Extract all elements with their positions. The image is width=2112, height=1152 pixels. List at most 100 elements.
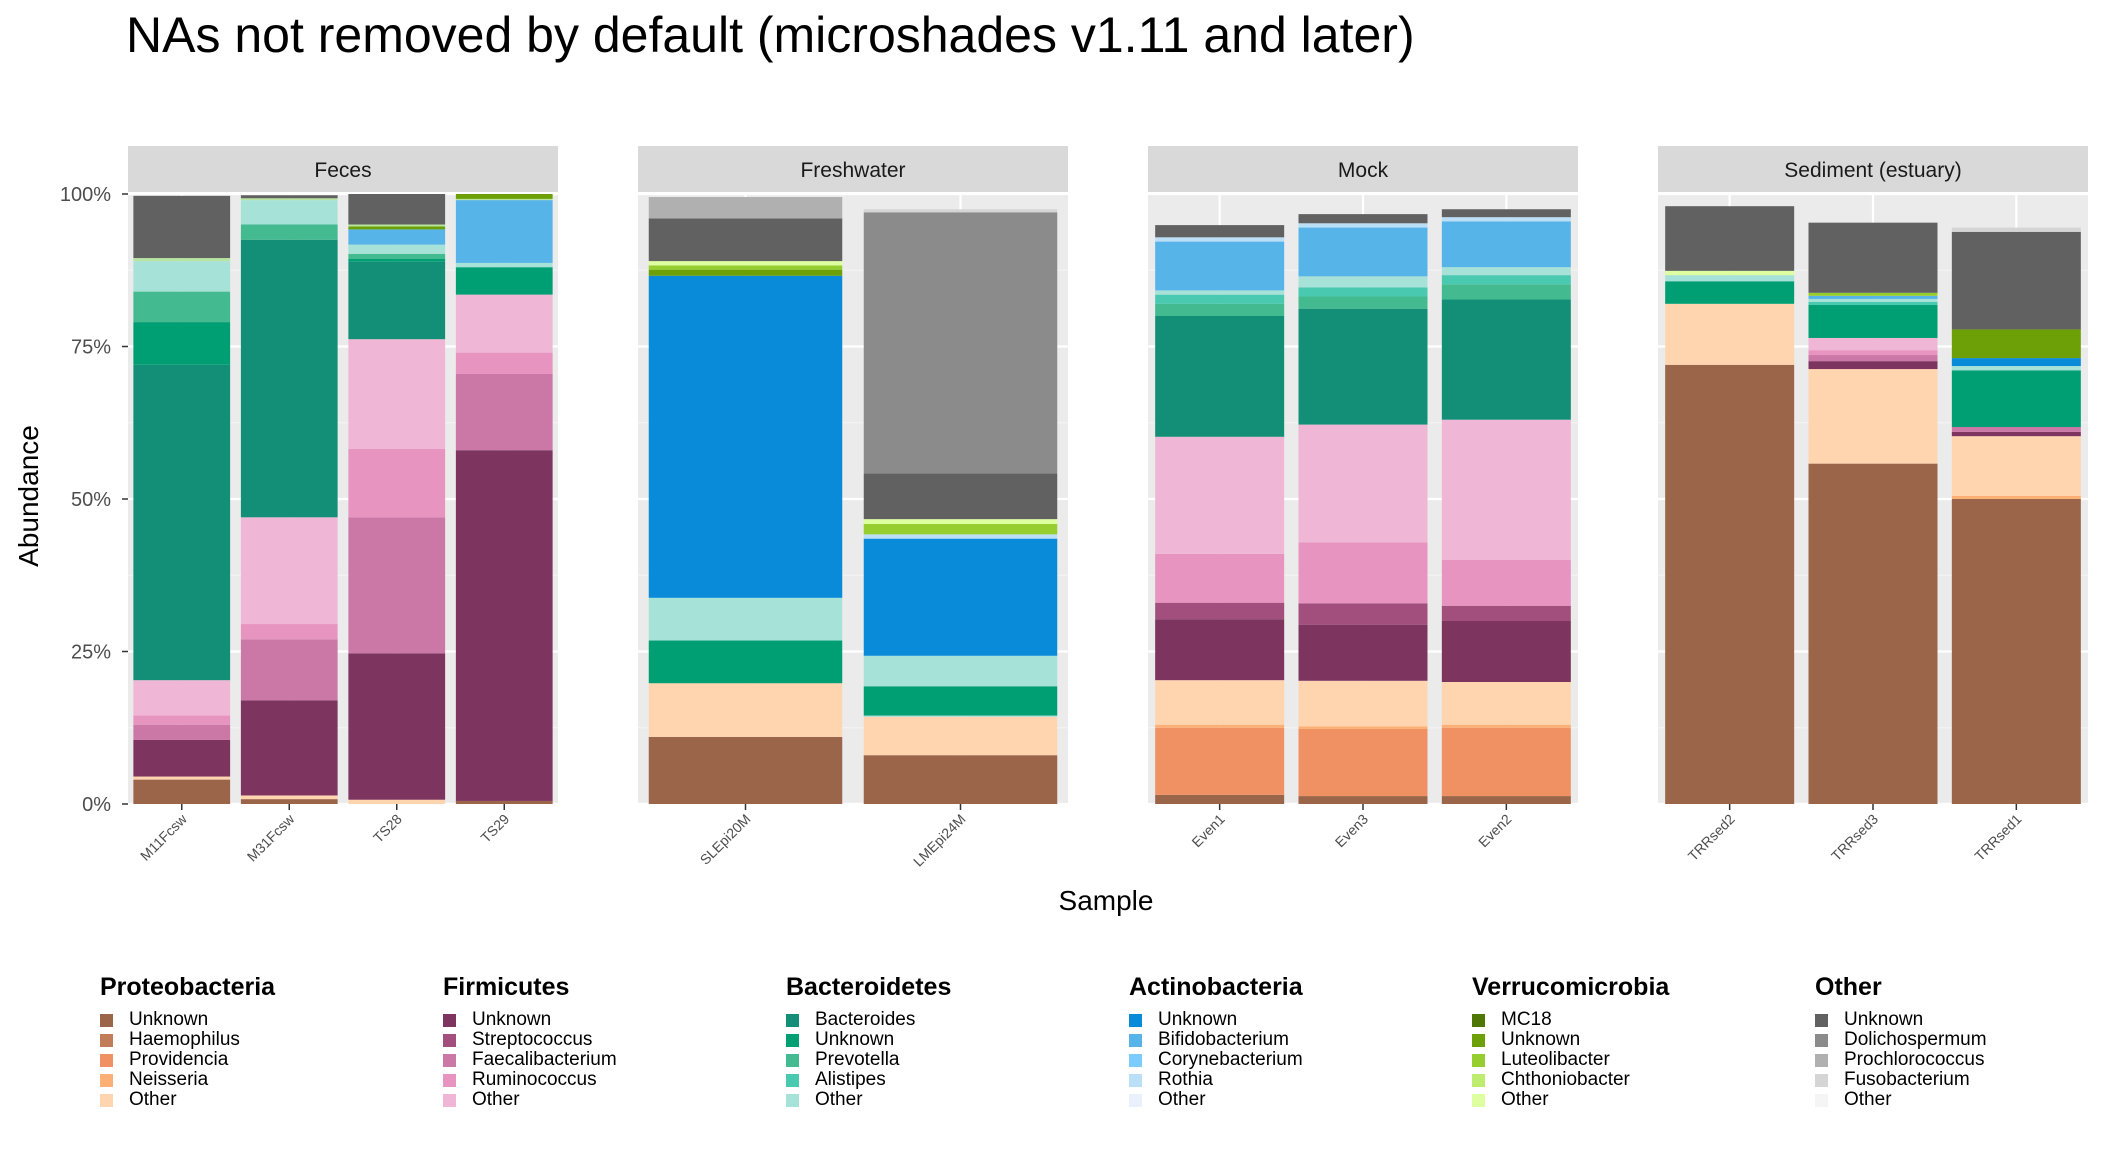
bar-segment	[240, 198, 338, 201]
bar-segment	[133, 715, 231, 725]
legend-group: Actinobacteria Unknown Bifidobacterium Cory…	[1129, 972, 1303, 1110]
y-tick-label: 0%	[82, 794, 111, 816]
bar-segment	[348, 244, 446, 254]
legend-label: Other	[129, 1089, 177, 1110]
bar-segment	[348, 448, 446, 518]
bar-segment	[1951, 436, 2081, 496]
bar-segment	[133, 776, 231, 780]
bar-segment	[240, 639, 338, 701]
legend-swatch	[786, 1073, 799, 1087]
x-tick-label: SLEpi20M	[697, 811, 754, 868]
legend-label: MC18	[1501, 1009, 1552, 1030]
bar-segment	[1298, 227, 1428, 277]
legend-label: Corynebacterium	[1158, 1049, 1303, 1070]
bar-M31Fcsw	[240, 195, 338, 804]
bar-segment	[1441, 299, 1571, 420]
bar-M11Fcsw	[133, 195, 231, 804]
bar-TRRsed2	[1665, 206, 1795, 804]
bar-segment	[863, 686, 1058, 716]
legend-label: Prochlorococcus	[1844, 1049, 1985, 1070]
legend-label: Other	[1158, 1089, 1206, 1110]
legend-label: Bacteroides	[815, 1009, 916, 1030]
x-tick-label: TRRsed3	[1828, 811, 1881, 864]
bar-segment	[1155, 303, 1285, 316]
facet-strip	[128, 146, 558, 192]
legend-item: Other	[443, 1089, 617, 1110]
bar-segment	[1808, 361, 1938, 370]
bar-segment	[1441, 560, 1571, 606]
legend-label: Other	[472, 1089, 520, 1110]
bar-segment	[133, 322, 231, 365]
bar-segment	[863, 655, 1058, 687]
bar-segment	[1951, 227, 2081, 232]
bar-segment	[1665, 270, 1795, 276]
x-tick-label: TS28	[370, 811, 405, 846]
bar-segment	[1665, 364, 1795, 804]
facet-panel: Sediment (estuary) TRRsed2 TRRsed3 TRRsed1	[1658, 146, 2088, 864]
bar-LMEpi24M	[863, 209, 1058, 804]
bar-segment	[1155, 602, 1285, 620]
bar-segment	[1155, 241, 1285, 291]
bar-segment	[240, 799, 338, 804]
y-tick-label: 75%	[71, 337, 111, 359]
legend-group: Other Unknown Dolichospermum Prochlorococcu…	[1815, 972, 1987, 1110]
bar-segment	[1155, 619, 1285, 681]
legend-group: Verrucomicrobia MC18 Unknown Luteolibacter C…	[1472, 972, 1669, 1110]
legend-group-title: Verrucomicrobia	[1472, 973, 1670, 1001]
bar-segment	[1298, 287, 1428, 297]
bar-segment	[455, 352, 553, 374]
bar-segment	[1951, 329, 2081, 359]
legend-swatch	[1815, 1053, 1828, 1067]
bar-segment	[455, 200, 553, 263]
legend-item: Ruminococcus	[443, 1069, 617, 1090]
bar-segment	[1441, 682, 1571, 725]
bar-segment	[1808, 369, 1938, 464]
bar-segment	[348, 226, 446, 230]
legend-item: Bifidobacterium	[1129, 1029, 1303, 1050]
bar-segment	[455, 194, 553, 199]
bar-segment	[1441, 221, 1571, 268]
bar-segment	[455, 262, 553, 268]
legend-item: Dolichospermum	[1815, 1029, 1987, 1050]
legend-item: Rothia	[1129, 1069, 1303, 1090]
x-tick-label: TRRsed2	[1685, 811, 1738, 864]
legend-label: Other	[1501, 1089, 1549, 1110]
bar-segment	[1298, 276, 1428, 288]
facet-label: Feces	[314, 159, 371, 182]
legend-label: Faecalibacterium	[472, 1049, 617, 1070]
bar-Even3	[1298, 214, 1428, 804]
legend-swatch	[100, 1093, 113, 1107]
bar-segment	[1951, 499, 2081, 804]
legend-label: Unknown	[1158, 1009, 1238, 1030]
bar-TS28	[348, 194, 446, 804]
y-tick-label: 50%	[71, 489, 111, 511]
bar-segment	[1441, 419, 1571, 560]
bar-segment	[455, 198, 553, 201]
bar-segment	[863, 538, 1058, 656]
legend-swatch	[1815, 1013, 1828, 1027]
legend-label: Unknown	[815, 1029, 895, 1050]
bar-segment	[1155, 553, 1285, 603]
bar-segment	[348, 229, 446, 245]
legend-item: Unknown	[100, 1009, 275, 1030]
bar-segment	[133, 195, 231, 259]
bar-segment	[1441, 275, 1571, 285]
x-tick-label: Even3	[1332, 811, 1372, 851]
legend-item: Neisseria	[100, 1069, 275, 1090]
bar-segment	[1665, 206, 1795, 271]
legend-label: Bifidobacterium	[1158, 1029, 1289, 1050]
bar-segment	[348, 339, 446, 449]
bar-segment	[1298, 680, 1428, 727]
legend-swatch	[1129, 1053, 1142, 1067]
bar-segment	[1298, 214, 1428, 224]
legend-item: Other	[1129, 1089, 1303, 1110]
legend-swatch	[1472, 1053, 1485, 1067]
bar-segment	[648, 265, 843, 270]
legend-label: Providencia	[129, 1049, 229, 1070]
legend-label: Haemophilus	[129, 1029, 240, 1050]
bar-segment	[1951, 231, 2081, 330]
bar-segment	[1951, 366, 2081, 371]
bar-SLEpi20M	[648, 197, 843, 804]
bar-segment	[863, 473, 1058, 520]
bar-segment	[1298, 728, 1428, 797]
